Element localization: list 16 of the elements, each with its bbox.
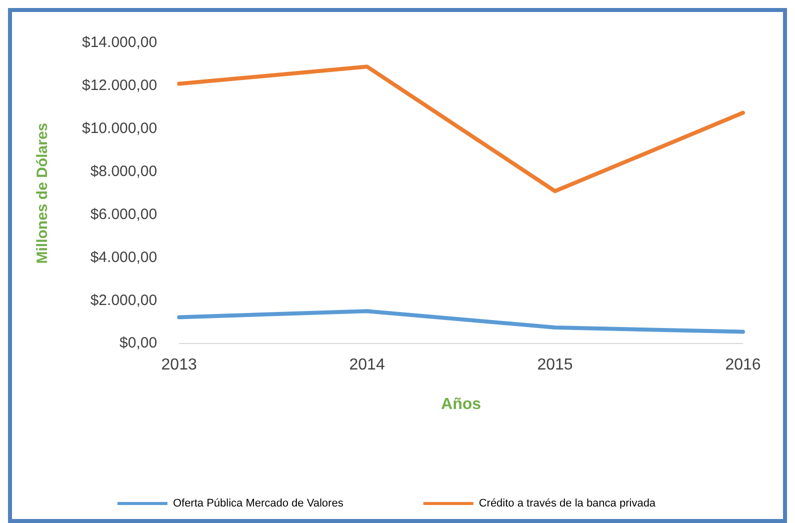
y-tick-label: $2.000,00 <box>90 292 158 309</box>
x-tick-label: 2015 <box>537 356 573 374</box>
y-tick-label: $0,00 <box>120 334 158 352</box>
y-tick-label: $14.000,00 <box>82 34 158 52</box>
y-tick-label: $6.000,00 <box>90 206 158 223</box>
x-tick-label: 2014 <box>349 356 385 374</box>
y-tick-label: $4.000,00 <box>90 248 158 266</box>
y-tick-label: $10.000,00 <box>82 120 158 138</box>
legend-label: Oferta Pública Mercado de Valores <box>172 498 344 510</box>
x-tick-label: 2013 <box>161 356 197 374</box>
x-tick-label: 2016 <box>725 356 761 374</box>
y-axis-title: Millones de Dólares <box>34 122 52 264</box>
x-axis-title: Años <box>441 396 482 413</box>
y-tick-label: $12.000,00 <box>82 77 158 94</box>
legend-label: Crédito a través de la banca privada <box>478 498 656 510</box>
y-tick-label: $8.000,00 <box>90 162 158 180</box>
